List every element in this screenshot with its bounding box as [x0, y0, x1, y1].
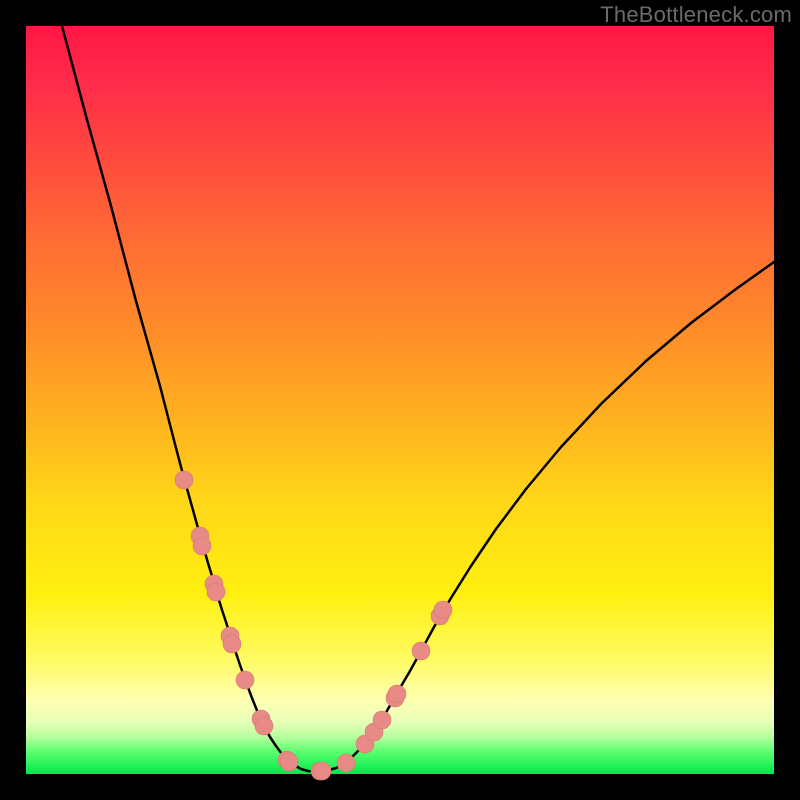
markers-group	[175, 471, 452, 780]
marker-point	[223, 635, 241, 653]
marker-point	[236, 671, 254, 689]
chart-frame: TheBottleneck.com	[0, 0, 800, 800]
marker-point	[175, 471, 193, 489]
curve-layer	[26, 26, 774, 774]
marker-point	[434, 601, 452, 619]
marker-point	[255, 717, 273, 735]
marker-point	[373, 711, 391, 729]
marker-point	[207, 583, 225, 601]
marker-point	[280, 753, 298, 771]
marker-point	[412, 642, 430, 660]
plot-area	[26, 26, 774, 774]
bottleneck-curve	[62, 26, 774, 772]
marker-point	[193, 537, 211, 555]
marker-point	[313, 762, 331, 780]
watermark-text: TheBottleneck.com	[600, 2, 792, 28]
marker-point	[337, 754, 355, 772]
marker-point	[388, 685, 406, 703]
